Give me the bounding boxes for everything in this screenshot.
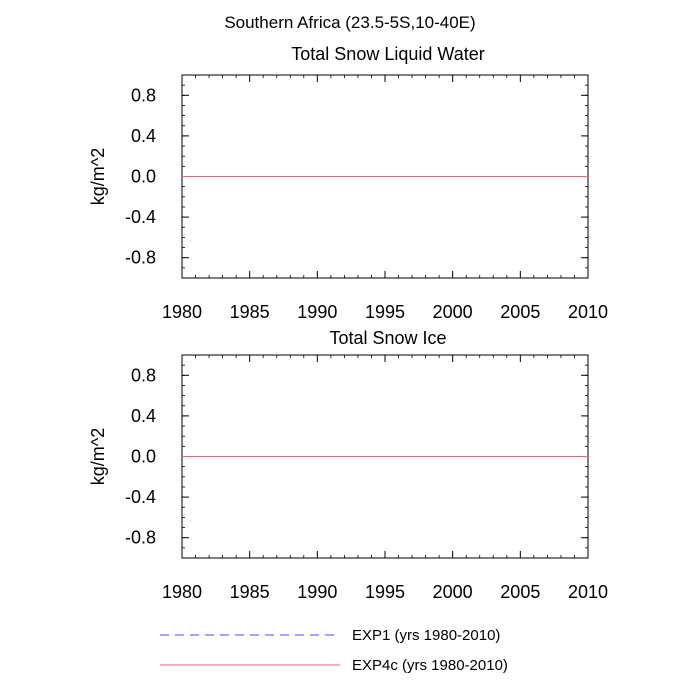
- x-tick-label: 2010: [568, 302, 608, 322]
- panel-snow-liquid-water: Total Snow Liquid Water 1980 1985 1990 1995 2…: [88, 44, 608, 322]
- legend-label-exp1: EXP1 (yrs 1980-2010): [352, 627, 500, 644]
- x-tick-label: 1990: [297, 582, 337, 602]
- panel-snow-ice: Total Snow Ice 1980 1985 1990 1995 2000 2005 20…: [88, 328, 608, 602]
- x-tick-label: 2000: [433, 582, 473, 602]
- x-tick-label: 1980: [162, 302, 202, 322]
- x-tick-label: 2000: [433, 302, 473, 322]
- legend-label-exp4c: EXP4c (yrs 1980-2010): [352, 657, 508, 674]
- x-tick-label: 1985: [230, 302, 270, 322]
- y-tick-label: 0.4: [131, 126, 156, 146]
- figure-title: Southern Africa (23.5-5S,10-40E): [224, 13, 475, 32]
- y-tick-label: -0.4: [125, 487, 156, 507]
- x-tick-label: 1995: [365, 582, 405, 602]
- panel-title: Total Snow Ice: [329, 328, 446, 348]
- x-tick-label: 1990: [297, 302, 337, 322]
- y-axis-label: kg/m^2: [88, 428, 108, 485]
- y-axis-label: kg/m^2: [88, 148, 108, 205]
- y-tick-label: 0.4: [131, 406, 156, 426]
- x-tick-label: 1985: [230, 582, 270, 602]
- y-tick-label: -0.8: [125, 248, 156, 268]
- y-tick-label: 0.8: [131, 85, 156, 105]
- x-tick-label: 2005: [500, 302, 540, 322]
- x-tick-label: 1995: [365, 302, 405, 322]
- y-tick-label: -0.4: [125, 207, 156, 227]
- x-tick-label: 2010: [568, 582, 608, 602]
- y-tick-label: -0.8: [125, 528, 156, 548]
- y-tick-label: 0.0: [131, 447, 156, 467]
- panel-title: Total Snow Liquid Water: [291, 44, 484, 64]
- legend: EXP1 (yrs 1980-2010) EXP4c (yrs 1980-201…: [160, 627, 508, 674]
- x-tick-label: 2005: [500, 582, 540, 602]
- x-tick-label: 1980: [162, 582, 202, 602]
- y-tick-label: 0.0: [131, 167, 156, 187]
- y-tick-label: 0.8: [131, 365, 156, 385]
